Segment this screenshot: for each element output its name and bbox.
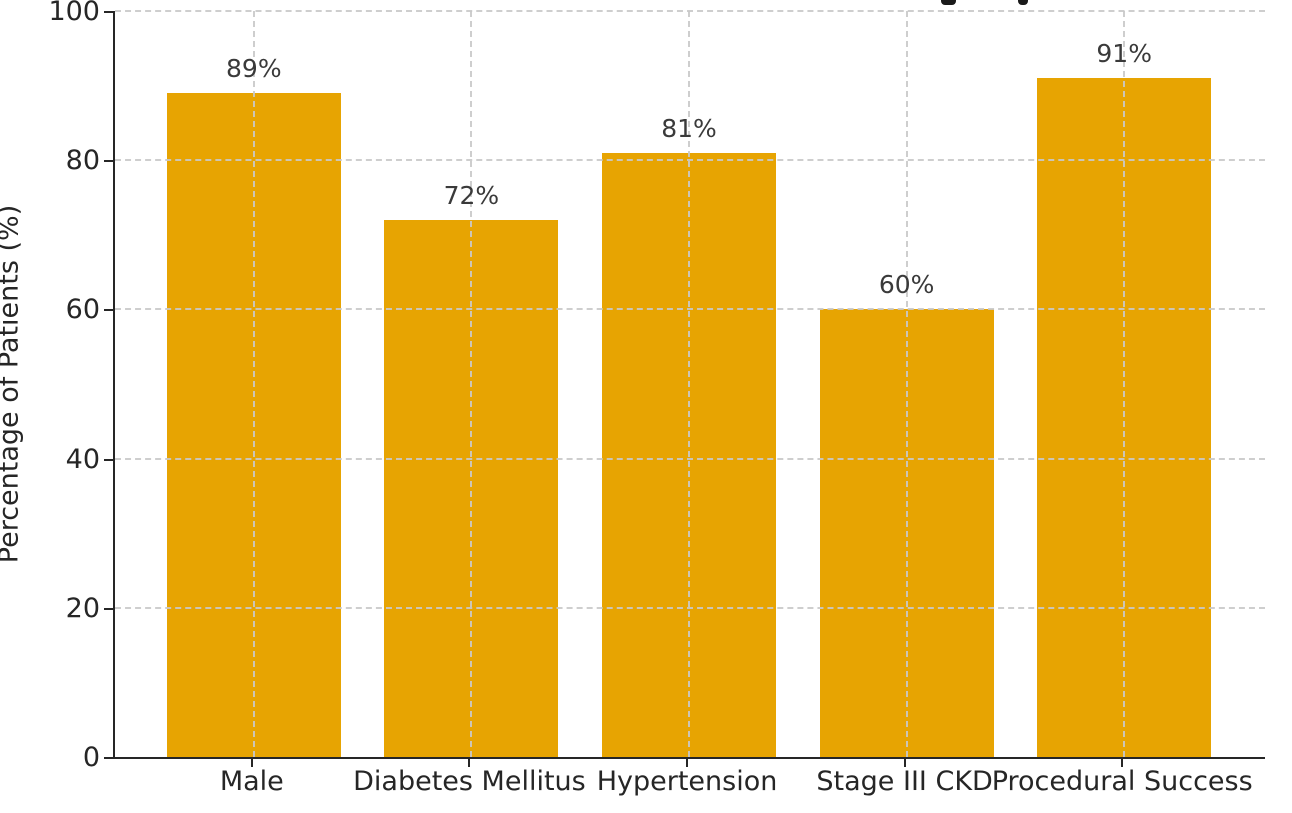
y-axis-tick — [104, 11, 113, 13]
bar-value-label: 72% — [443, 180, 500, 210]
x-gridline — [905, 11, 908, 757]
y-tick-label: 0 — [82, 742, 100, 773]
x-tick-label: Male — [219, 766, 284, 797]
y-axis-tick — [104, 607, 113, 610]
y-tick-label: 40 — [65, 443, 100, 475]
y-axis-tick — [104, 757, 113, 759]
x-axis-tick — [250, 759, 253, 767]
x-axis-tick — [468, 759, 471, 767]
plot-area: 89% 72% 81% 60% 91% — [113, 10, 1265, 759]
x-axis-tick — [903, 759, 906, 767]
bar-value-label: 89% — [226, 54, 282, 84]
x-gridline — [688, 11, 691, 757]
y-axis-label-text: Percentage of Patients (%) — [0, 204, 25, 564]
bar-value-label: 91% — [1096, 39, 1152, 69]
x-gridline — [470, 11, 473, 757]
cropped-title-fragment — [1018, 0, 1028, 5]
x-gridline — [1123, 11, 1126, 757]
x-gridline — [252, 11, 255, 757]
x-axis-tick — [686, 759, 689, 767]
bar-value-label: 60% — [878, 270, 935, 300]
bar-value-label: 81% — [661, 113, 717, 143]
x-tick-label: Diabetes Mellitus — [353, 766, 586, 797]
x-tick-label: Stage III CKD — [816, 766, 993, 797]
y-tick-label: 20 — [65, 592, 100, 624]
x-axis-tick — [1121, 759, 1124, 767]
y-tick-label: 60 — [65, 294, 100, 326]
x-tick-label: Procedural Success — [991, 766, 1253, 797]
y-tick-label: 80 — [65, 145, 100, 177]
cropped-title-fragment — [941, 0, 956, 5]
y-tick-label: 100 — [48, 0, 100, 27]
y-axis-tick — [104, 309, 113, 312]
y-axis-tick — [104, 160, 113, 163]
y-axis-tick — [104, 458, 113, 461]
x-tick-label: Hypertension — [596, 766, 778, 797]
